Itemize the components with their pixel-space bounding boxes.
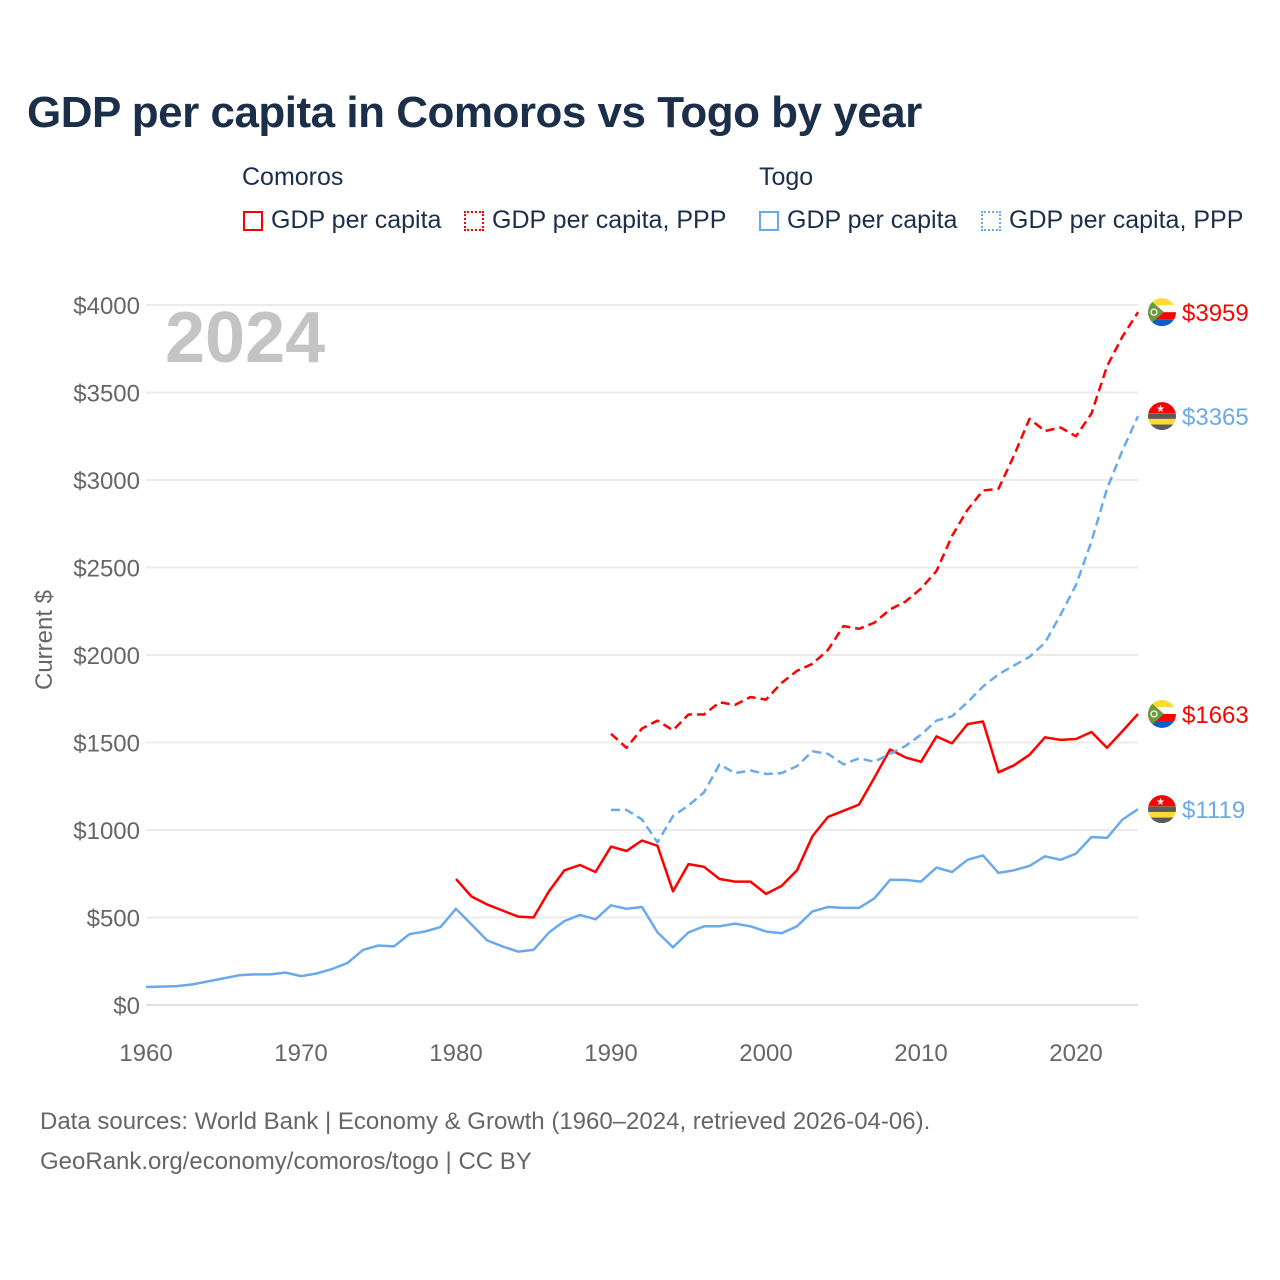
y-tick-label: $500 [87,906,140,933]
end-value-label: $3959 [1182,300,1249,327]
y-tick-label: $3500 [73,381,140,408]
legend-swatch [981,210,1001,231]
y-tick-label: $2500 [73,556,140,583]
y-tick-label: $1000 [73,818,140,845]
y-tick-label: $0 [113,993,140,1020]
x-tick-label: 2020 [1049,1040,1102,1067]
year-label: 2024 [165,298,325,378]
footer-sources: Data sources: World Bank | Economy & Gro… [40,1108,931,1135]
svg-text:★: ★ [1156,797,1165,808]
end-value-label: $1119 [1182,797,1245,824]
y-axis-label: Current $ [31,590,58,690]
y-tick-label: $2000 [73,643,140,670]
x-tick-label: 1990 [584,1040,637,1067]
x-tick-label: 2010 [894,1040,947,1067]
x-tick-label: 1970 [274,1040,327,1067]
x-tick-label: 2000 [739,1040,792,1067]
legend-swatch [243,210,263,231]
legend-comoros-ppp[interactable]: GDP per capita, PPP [464,206,726,235]
series-line-2 [145,808,1139,989]
legend-label: GDP per capita [271,206,442,234]
legend-togo-gdp[interactable]: GDP per capita [759,206,957,235]
legend-label: GDP per capita, PPP [1009,206,1244,234]
comoros-flag-icon [1148,699,1176,728]
series-line-1 [610,311,1140,750]
x-tick-label: 1980 [429,1040,482,1067]
y-tick-label: $1500 [73,731,140,758]
legend-label: GDP per capita, PPP [492,206,727,234]
y-tick-label: $4000 [73,293,140,320]
end-value-label: $3365 [1182,404,1249,431]
togo-flag-icon: ★ [1148,795,1176,824]
svg-text:★: ★ [1156,404,1165,415]
footer-link[interactable]: GeoRank.org/economy/comoros/togo | CC BY [40,1148,532,1175]
legend-label: GDP per capita [787,206,958,234]
x-tick-label: 1960 [119,1040,172,1067]
series-line-0 [455,713,1139,919]
series-line-3 [611,415,1140,844]
y-tick-label: $3000 [73,468,140,495]
legend-group-comoros: Comoros [242,163,344,191]
legend-swatch [464,210,484,231]
comoros-flag-icon [1148,298,1176,327]
legend-group-togo: Togo [759,163,814,191]
chart-title: GDP per capita in Comoros vs Togo by yea… [27,88,922,137]
legend-togo-ppp[interactable]: GDP per capita, PPP [981,206,1243,235]
legend-swatch [759,210,779,231]
legend-comoros-gdp[interactable]: GDP per capita [243,206,441,235]
end-value-label: $1663 [1182,702,1249,729]
togo-flag-icon: ★ [1148,402,1176,431]
